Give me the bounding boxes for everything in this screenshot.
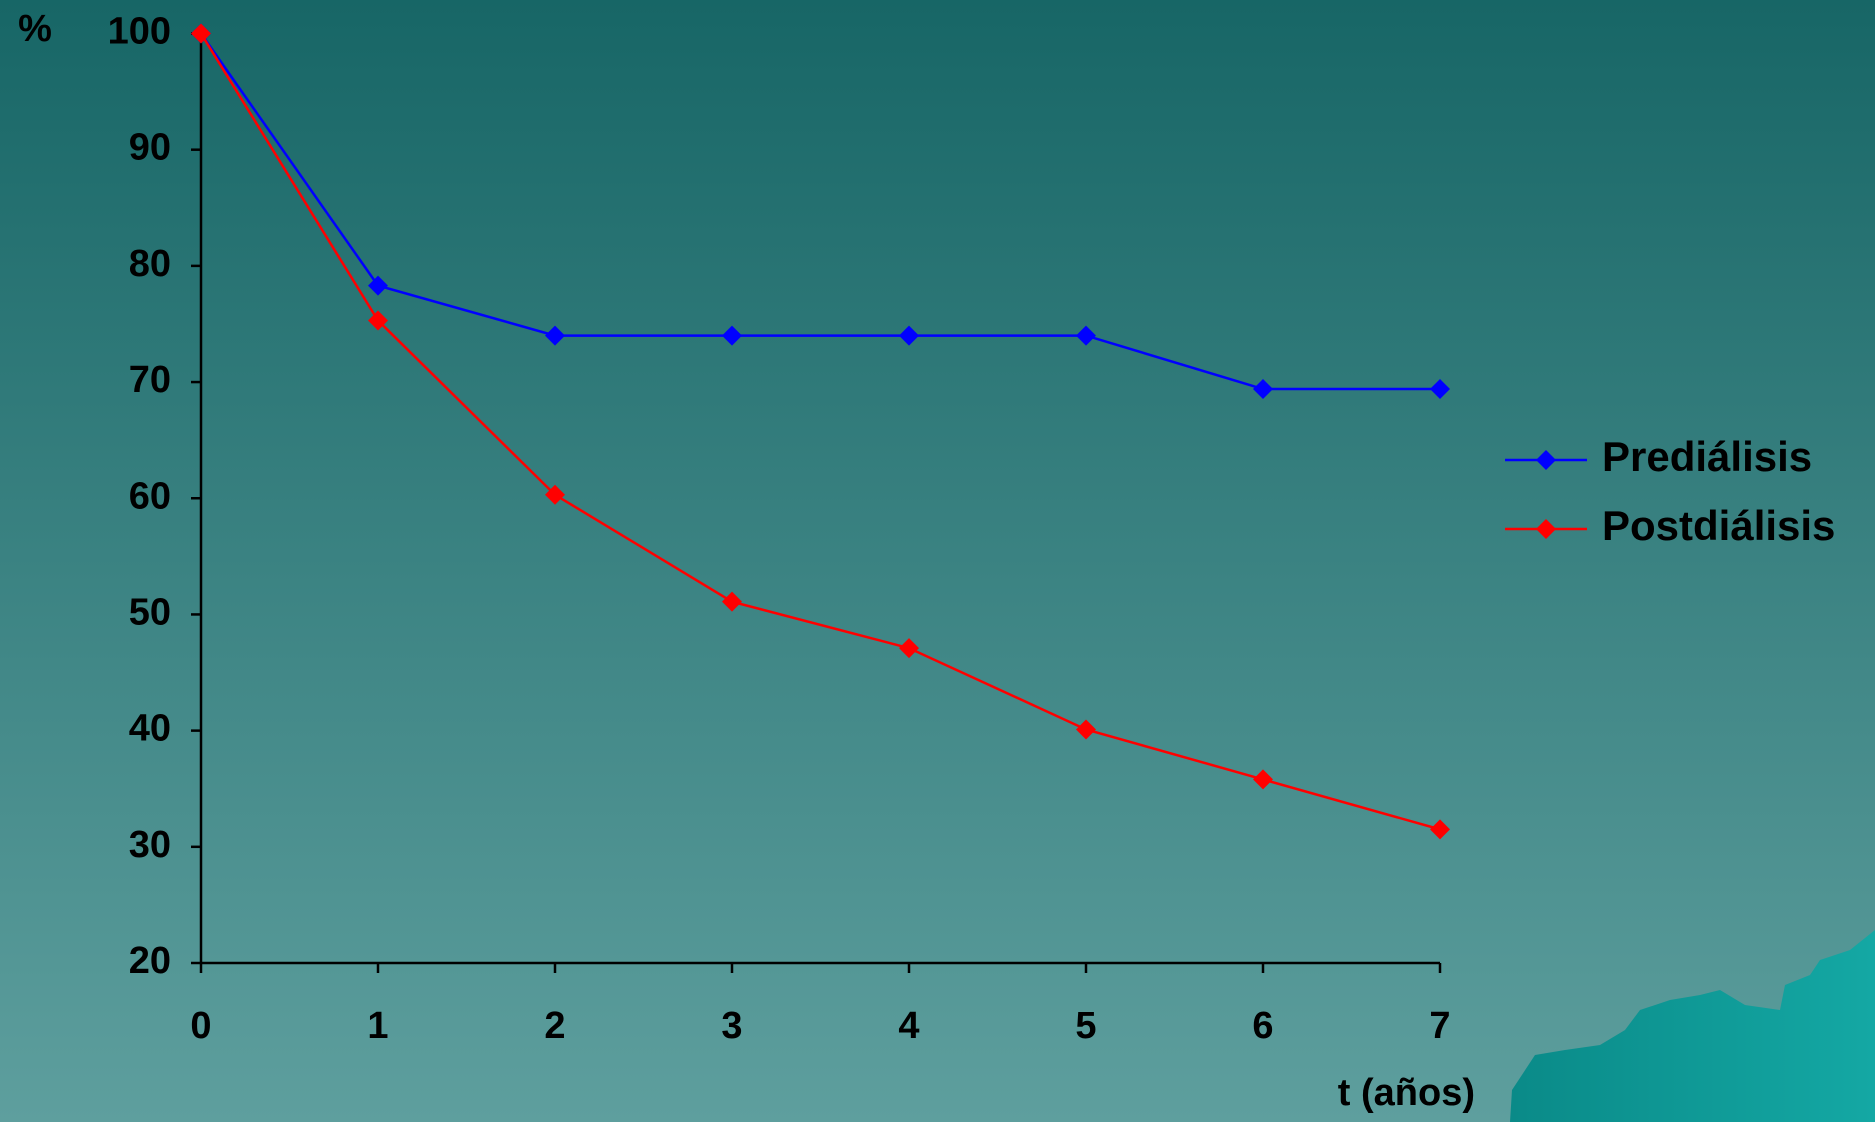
legend-label: Postdiálisis	[1602, 502, 1835, 549]
y-tick-label: 100	[108, 11, 171, 53]
y-tick-label: 60	[129, 475, 171, 517]
x-tick-label: 2	[544, 1005, 565, 1047]
x-tick-label: 7	[1429, 1005, 1450, 1047]
y-tick-label: 20	[129, 940, 171, 982]
y-tick-label: 30	[129, 824, 171, 866]
y-tick-label: 80	[129, 243, 171, 285]
y-tick-label: 40	[129, 708, 171, 750]
y-tick-label: 90	[129, 127, 171, 169]
y-axis-label: %	[18, 8, 52, 50]
x-tick-label: 3	[721, 1005, 742, 1047]
x-axis-label: t (años)	[1338, 1072, 1475, 1114]
x-tick-label: 6	[1252, 1005, 1273, 1047]
x-tick-label: 5	[1075, 1005, 1096, 1047]
x-tick-label: 1	[367, 1005, 388, 1047]
legend-label: Prediálisis	[1602, 433, 1812, 480]
chart: % t (años) 20 30 40 50 60 70 80 90 100 0 1 2 3 4 5 6 7 Pr…	[0, 0, 1875, 1122]
y-tick-label: 50	[129, 591, 171, 633]
x-tick-label: 0	[190, 1005, 211, 1047]
x-tick-label: 4	[898, 1005, 919, 1047]
background	[0, 0, 1875, 1122]
y-tick-label: 70	[129, 359, 171, 401]
